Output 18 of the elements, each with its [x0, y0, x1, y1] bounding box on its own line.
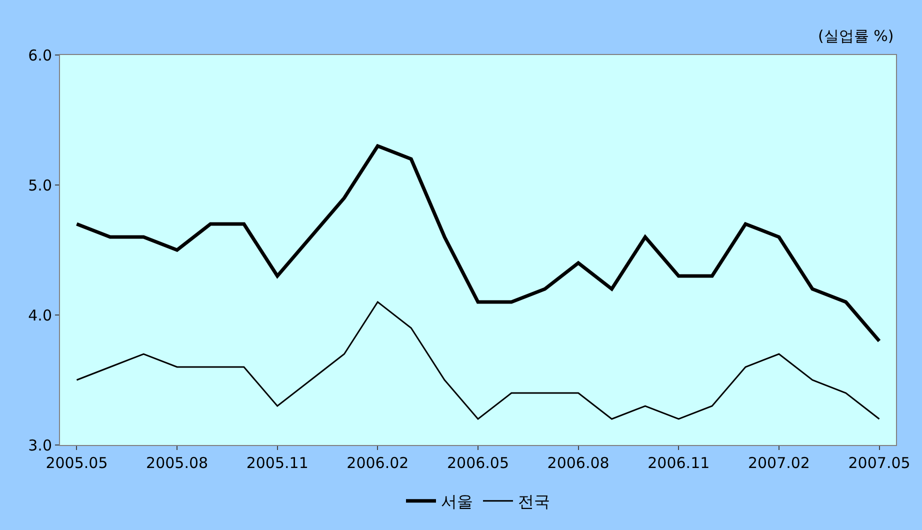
x-tick-label: 2006.08 — [547, 454, 610, 472]
x-tick-label: 2007.02 — [748, 454, 810, 472]
y-tick-label: 4.0 — [28, 306, 52, 324]
x-tick-label: 2006.05 — [446, 454, 510, 472]
text: (실업률 %) — [818, 27, 894, 45]
x-tick-label: 2005.05 — [46, 454, 108, 472]
y-tick-label: 6.0 — [28, 46, 52, 64]
x-tick-label: 2005.11 — [246, 454, 308, 472]
line-series — [74, 144, 882, 343]
line-series — [76, 301, 880, 420]
legend-label: 서울 — [441, 492, 473, 512]
x-tick-label: 2006.02 — [346, 454, 409, 472]
x-tick-label: 2007.05 — [848, 454, 910, 472]
x-tick-label: 2006.11 — [648, 454, 710, 472]
y-tick-label: 5.0 — [28, 176, 52, 194]
y-tick-label: 3.0 — [28, 436, 52, 454]
legend-label: 전국 — [518, 492, 550, 512]
x-tick-label: 2005.08 — [146, 454, 208, 472]
